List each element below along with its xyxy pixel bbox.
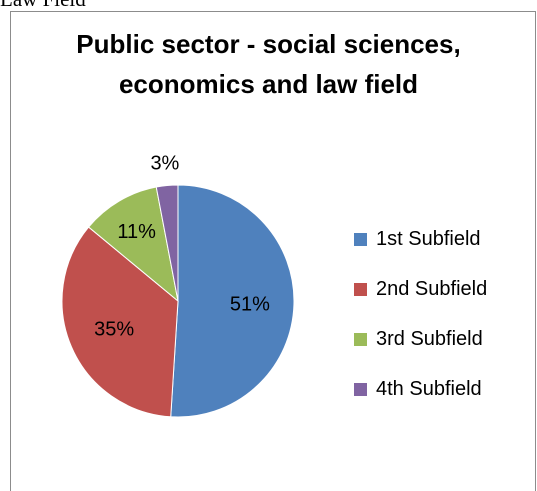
slice-label-2: 35% bbox=[94, 319, 134, 341]
pie-slice-3 bbox=[87, 186, 179, 303]
legend-swatch bbox=[354, 382, 367, 396]
legend-label: 4th Subfield bbox=[376, 377, 482, 400]
legend-item-3rd-subfield: 3rd Subfield bbox=[354, 314, 487, 364]
page-caption: Law Field bbox=[0, 0, 86, 12]
legend: 1st Subfield 2nd Subfield 3rd Subfield 4… bbox=[354, 214, 487, 414]
legend-label: 2nd Subfield bbox=[376, 277, 488, 300]
legend-label: 3rd Subfield bbox=[376, 327, 483, 350]
legend-swatch bbox=[354, 282, 367, 296]
legend-swatch bbox=[354, 232, 367, 246]
slice-label-1: 51% bbox=[230, 293, 270, 315]
slice-label-3: 11% bbox=[117, 221, 156, 243]
legend-item-4th-subfield: 4th Subfield bbox=[354, 364, 487, 414]
slice-label-4: 3% bbox=[150, 152, 179, 174]
chart-title-line-1: Public sector - social sciences, bbox=[76, 29, 461, 59]
legend-label: 1st Subfield bbox=[376, 227, 481, 250]
chart-title: Public sector - social sciences, economi… bbox=[0, 24, 537, 104]
chart-title-line-2: economics and law field bbox=[118, 69, 419, 99]
pie-slice-4 bbox=[155, 184, 179, 302]
pie-slice-1 bbox=[170, 184, 295, 418]
legend-item-1st-subfield: 1st Subfield bbox=[354, 214, 487, 264]
pie-slice-2 bbox=[61, 226, 179, 418]
legend-swatch bbox=[354, 332, 367, 346]
legend-item-2nd-subfield: 2nd Subfield bbox=[354, 264, 487, 314]
